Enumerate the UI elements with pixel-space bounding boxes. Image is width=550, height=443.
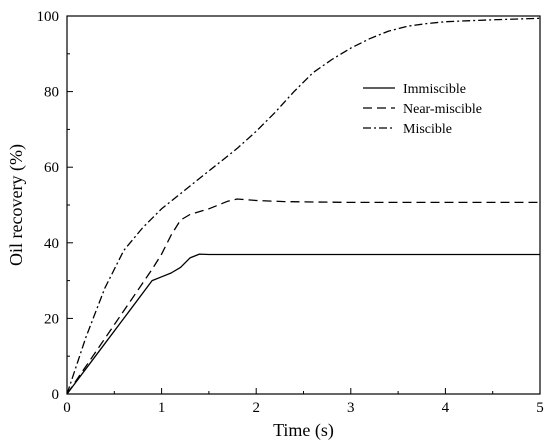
y-tick-label: 40: [44, 236, 59, 252]
y-tick-label: 0: [52, 387, 60, 403]
legend-label: Immiscible: [403, 82, 466, 97]
y-tick-label: 20: [44, 311, 59, 327]
legend-label: Near-miscible: [403, 102, 482, 117]
series-line-miscible: [66, 17, 541, 395]
y-tick-label: 80: [44, 85, 59, 101]
y-axis-label: Oil recovery (%): [6, 144, 27, 266]
series-line-near-miscible: [66, 198, 540, 395]
legend-label: Miscible: [403, 122, 452, 137]
series-line-immiscible: [66, 253, 540, 395]
legend: Immiscible Near-miscible Miscible: [363, 82, 482, 137]
y-axis-ticks: 0 20 40 60 80 100: [37, 9, 73, 403]
x-tick-label: 2: [252, 400, 260, 416]
plot-area: [66, 17, 541, 395]
y-tick-label: 60: [44, 160, 59, 176]
x-tick-label: 5: [536, 400, 544, 416]
x-tick-label: 1: [158, 400, 166, 416]
axes-frame: [66, 15, 541, 395]
x-axis-ticks: 0 1 2 3 4 5: [63, 388, 544, 416]
x-tick-label: 0: [63, 400, 71, 416]
x-tick-label: 3: [347, 400, 355, 416]
x-axis-label: Time (s): [273, 420, 334, 441]
y-tick-label: 100: [37, 9, 60, 25]
x-tick-label: 4: [442, 400, 450, 416]
